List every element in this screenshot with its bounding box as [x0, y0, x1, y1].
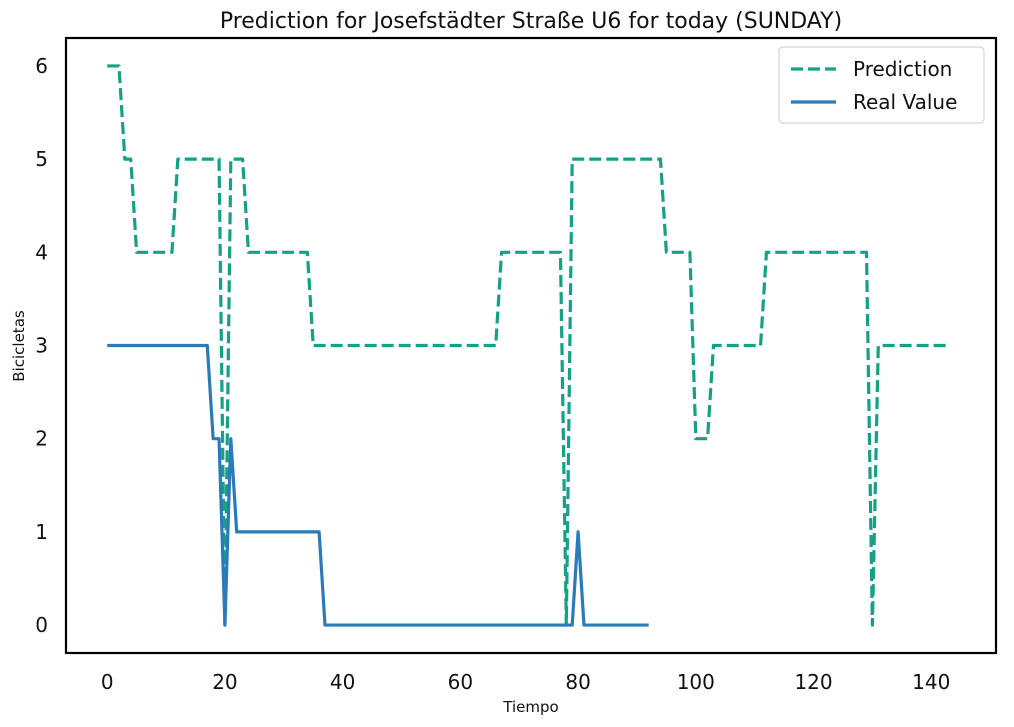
chart-title: Prediction for Josefstädter Straße U6 fo…	[220, 9, 842, 34]
plot-area	[107, 64, 949, 627]
x-axis-ticks: 0 20 40 60 80 100 120 140	[101, 670, 951, 694]
legend: Prediction Real Value	[778, 46, 985, 124]
y-tick-label: 3	[35, 334, 48, 358]
y-tick-label: 4	[35, 240, 48, 264]
x-tick-label: 20	[212, 670, 237, 694]
legend-label: Prediction	[853, 57, 952, 81]
x-tick-label: 60	[448, 670, 473, 694]
y-tick-label: 1	[35, 520, 48, 544]
y-tick-label: 2	[35, 427, 48, 451]
series-line-prediction	[107, 64, 949, 627]
x-tick-label: 120	[794, 670, 832, 694]
legend-label: Real Value	[853, 90, 957, 114]
x-tick-label: 140	[912, 670, 950, 694]
plot-frame	[64, 36, 998, 655]
legend-box	[778, 46, 985, 124]
y-tick-label: 6	[35, 54, 48, 78]
y-axis-ticks: 0 1 2 3 4 5 6	[35, 54, 48, 637]
y-axis-label: Bicicletas	[10, 310, 28, 382]
series-line-real-value	[107, 343, 649, 627]
x-tick-label: 40	[330, 670, 355, 694]
x-tick-label: 100	[677, 670, 715, 694]
x-tick-label: 0	[101, 670, 114, 694]
y-tick-label: 5	[35, 147, 48, 171]
x-axis-label: Tiempo	[502, 698, 558, 716]
y-tick-label: 0	[35, 613, 48, 637]
x-tick-label: 80	[565, 670, 590, 694]
